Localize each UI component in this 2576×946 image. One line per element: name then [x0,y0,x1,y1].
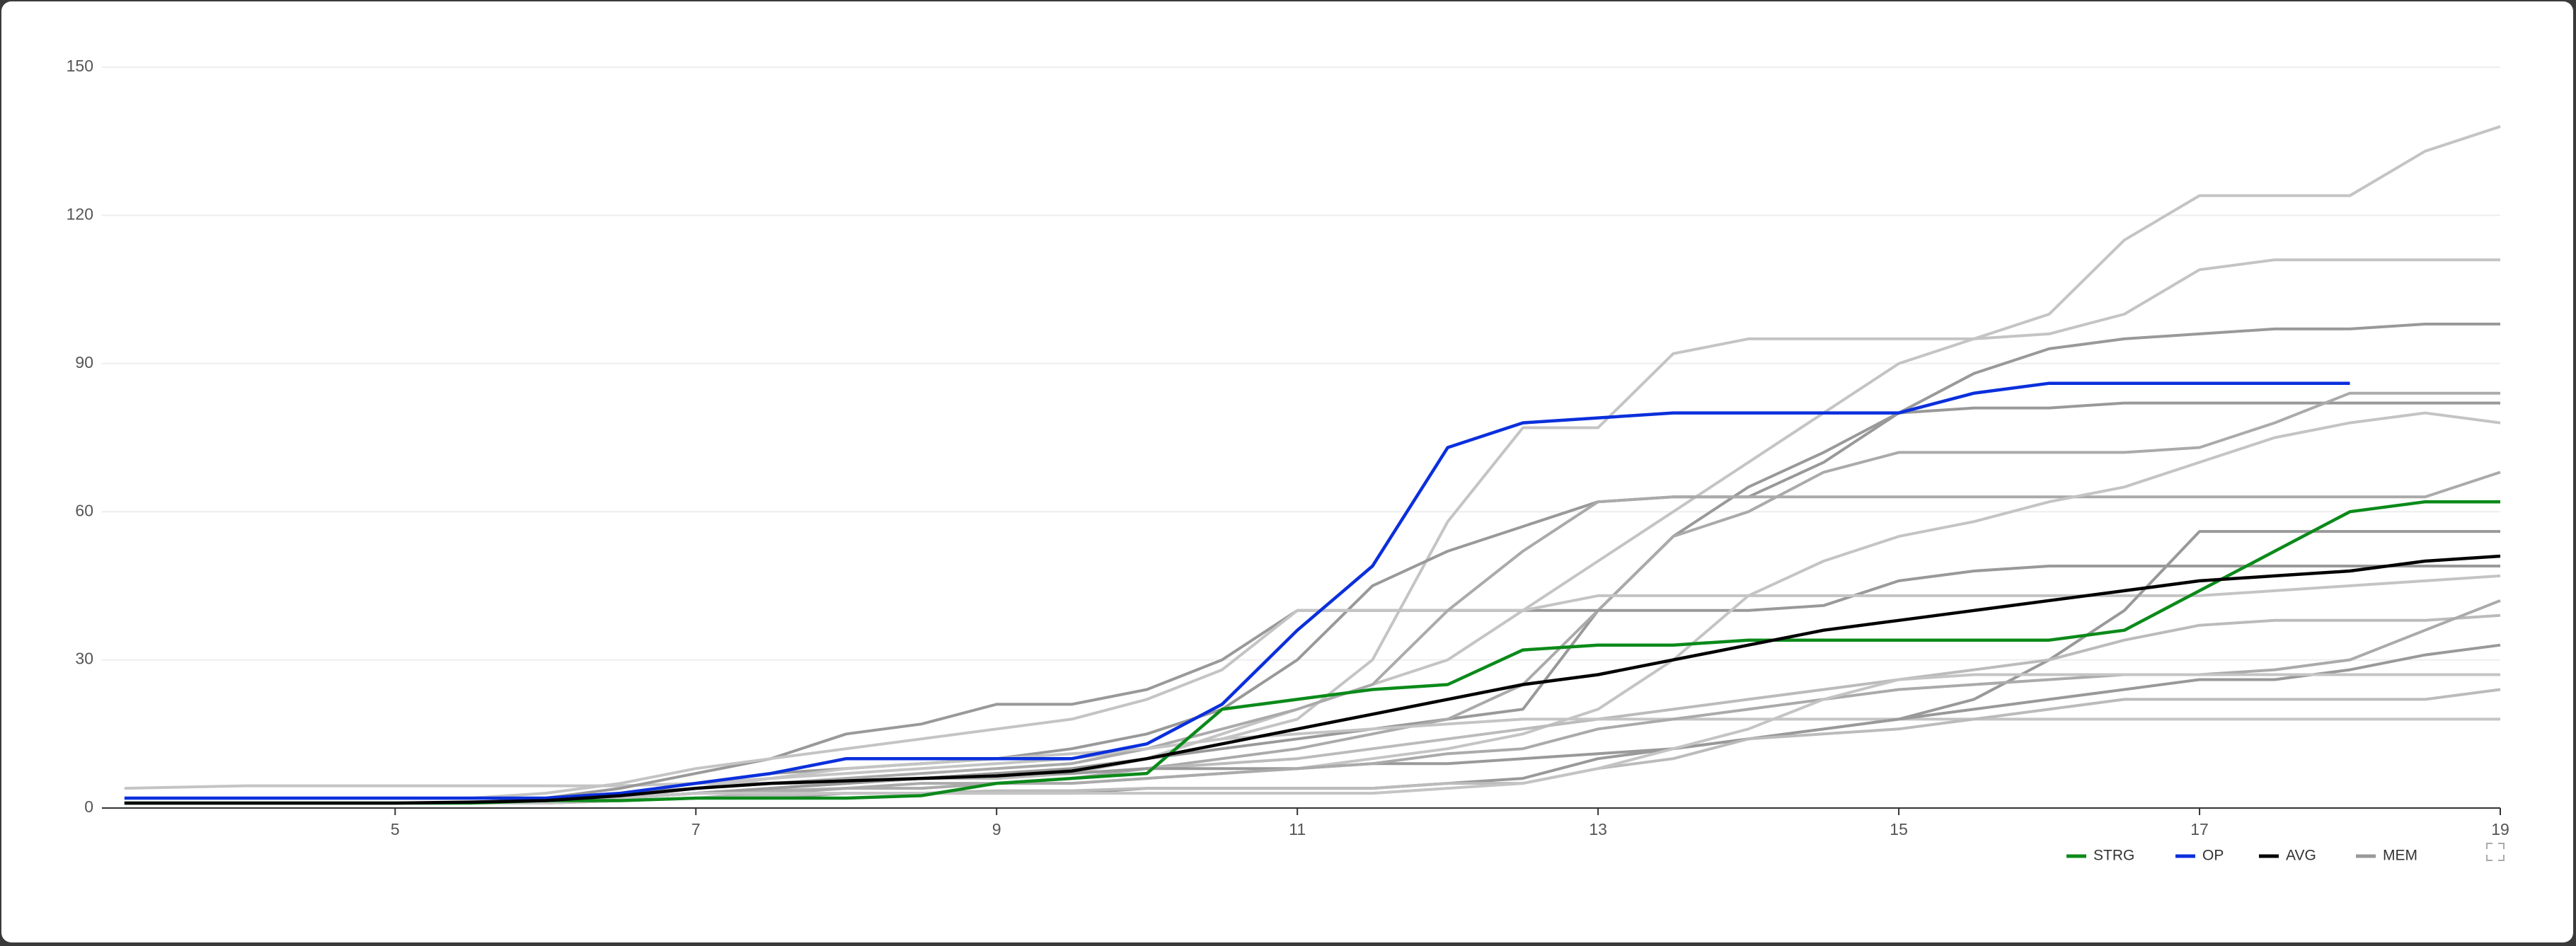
series-line [124,401,2500,804]
x-tick-label: 17 [2190,820,2209,838]
y-tick-label: 90 [75,353,93,371]
x-tick-label: 5 [391,820,400,838]
series-line [124,381,2350,800]
series-line [124,258,2500,804]
series-line [124,125,2501,790]
series-line [124,673,2500,804]
expand-icon[interactable] [2486,843,2505,861]
series-line [124,599,2501,804]
series-line [124,530,2500,804]
series-line [124,574,2501,800]
x-tick-label: 7 [691,820,701,838]
series-line [124,554,2501,805]
series-line [124,391,2500,804]
x-tick-label: 9 [992,820,1001,838]
series-line [124,500,2500,805]
y-tick-label: 120 [67,204,93,223]
y-tick-label: 30 [75,650,93,668]
legend-label: STRG [2093,848,2134,864]
x-tick-label: 13 [1589,820,1607,838]
series-line [124,643,2501,804]
legend-label: OP [2202,848,2224,864]
series-line [124,323,2500,804]
y-tick-label: 0 [84,797,93,816]
y-tick-label: 150 [67,57,93,75]
y-tick-label: 60 [75,501,93,519]
legend-label: AVG [2286,848,2316,864]
x-tick-label: 11 [1289,820,1306,838]
legend-label: MEM [2383,848,2417,864]
series-line [124,717,2500,804]
x-tick-label: 15 [1890,820,1908,838]
x-tick-label: 19 [2491,820,2509,838]
